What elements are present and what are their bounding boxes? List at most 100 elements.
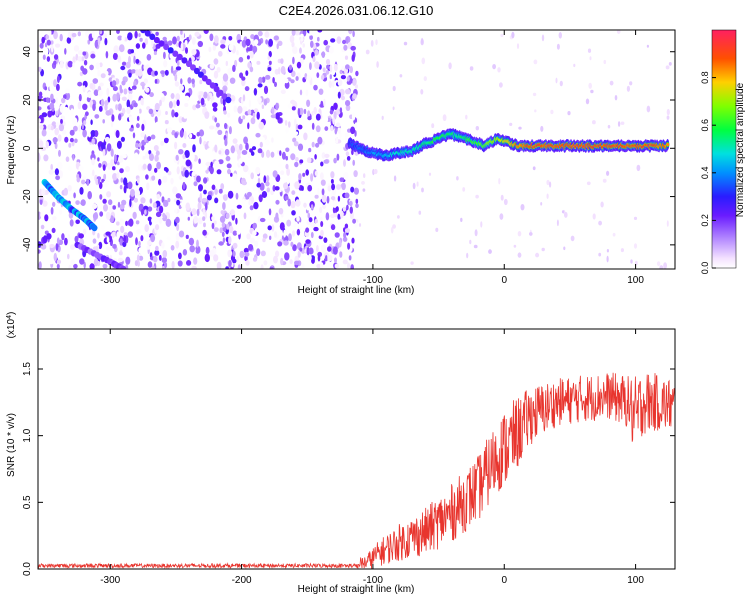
noise-blob (58, 149, 61, 157)
noise-blob (347, 262, 350, 269)
noise-blob (273, 35, 279, 41)
noise-blob (176, 71, 181, 76)
noise-blob (350, 186, 355, 193)
noise-blob (131, 69, 136, 74)
noise-blob (310, 231, 314, 239)
noise-blob (607, 124, 611, 129)
noise-blob (373, 168, 378, 175)
noise-blob (169, 52, 174, 59)
noise-blob (104, 136, 111, 143)
noise-blob (163, 51, 166, 60)
noise-blob (140, 197, 146, 204)
noise-blob (232, 258, 237, 264)
spectrogram-x-label: Height of straight line (km) (298, 285, 415, 296)
noise-blob (344, 136, 349, 144)
noise-blob (302, 172, 306, 177)
noise-blob (62, 177, 67, 186)
noise-blob (151, 218, 155, 223)
noise-blob (56, 237, 60, 245)
noise-blob (268, 50, 272, 58)
noise-blob (146, 182, 150, 191)
noise-blob (263, 98, 268, 106)
noise-blob (112, 93, 117, 102)
noise-blob (142, 163, 147, 170)
feature-point (221, 93, 228, 100)
noise-blob (123, 203, 128, 212)
y-tick-label: -40 (22, 237, 33, 252)
noise-blob (83, 120, 87, 125)
noise-blob (64, 237, 68, 246)
noise-blob (185, 47, 188, 54)
noise-blob (167, 126, 173, 134)
noise-blob (305, 227, 310, 233)
noise-blob (198, 94, 202, 100)
noise-blob (223, 166, 228, 173)
noise-blob (117, 161, 120, 166)
noise-blob (193, 257, 198, 265)
noise-blob (87, 39, 91, 45)
noise-blob (361, 181, 365, 185)
noise-blob (279, 187, 282, 193)
noise-blob (236, 204, 242, 209)
noise-blob (317, 254, 321, 262)
noise-blob (309, 35, 313, 40)
noise-blob (118, 251, 123, 256)
noise-blob (53, 79, 57, 88)
noise-blob (146, 245, 151, 250)
noise-blob (328, 80, 332, 88)
noise-blob (229, 209, 236, 216)
noise-blob (125, 220, 128, 227)
noise-blob (176, 166, 180, 175)
noise-blob (285, 155, 289, 161)
noise-blob (113, 45, 119, 54)
noise-blob (186, 260, 192, 266)
noise-blob (289, 259, 293, 265)
noise-blob (213, 220, 217, 225)
noise-blob (72, 62, 75, 68)
noise-blob (410, 261, 414, 265)
noise-blob (224, 81, 229, 86)
noise-blob (135, 142, 139, 149)
noise-blob (176, 199, 181, 206)
noise-blob (237, 264, 241, 269)
noise-blob (191, 208, 197, 216)
noise-blob (355, 198, 359, 204)
noise-blob (286, 219, 292, 227)
noise-blob (259, 182, 265, 191)
noise-blob (255, 166, 261, 175)
noise-blob (38, 106, 42, 111)
noise-blob (101, 142, 106, 151)
noise-blob (148, 108, 154, 115)
y-tick-label: 20 (22, 94, 33, 106)
noise-blob (202, 164, 208, 171)
noise-blob (292, 137, 297, 143)
noise-blob (327, 246, 332, 252)
noise-blob (310, 40, 314, 48)
noise-blob (112, 86, 118, 92)
noise-blob (78, 93, 82, 102)
noise-blob (106, 173, 112, 181)
noise-blob (348, 30, 353, 35)
noise-blob (291, 106, 296, 111)
noise-blob (606, 170, 610, 176)
noise-blob (163, 60, 168, 68)
noise-blob (176, 223, 180, 232)
noise-blob (271, 106, 275, 115)
noise-blob (133, 55, 136, 65)
noise-blob (600, 201, 604, 208)
noise-blob (267, 55, 270, 60)
noise-blob (603, 59, 607, 65)
snr-x-ticks: -300 -200 -100 0 100 (100, 329, 644, 586)
noise-blob (100, 224, 105, 230)
noise-blob (149, 198, 153, 204)
noise-blob (266, 187, 270, 193)
noise-blob (72, 154, 75, 161)
noise-blob (321, 51, 326, 58)
noise-blob (267, 78, 273, 84)
noise-blob (418, 210, 422, 215)
feature-point (225, 96, 232, 104)
noise-blob (442, 114, 447, 122)
noise-blob (44, 42, 48, 48)
noise-blob (620, 248, 625, 253)
noise-blob (262, 233, 268, 239)
